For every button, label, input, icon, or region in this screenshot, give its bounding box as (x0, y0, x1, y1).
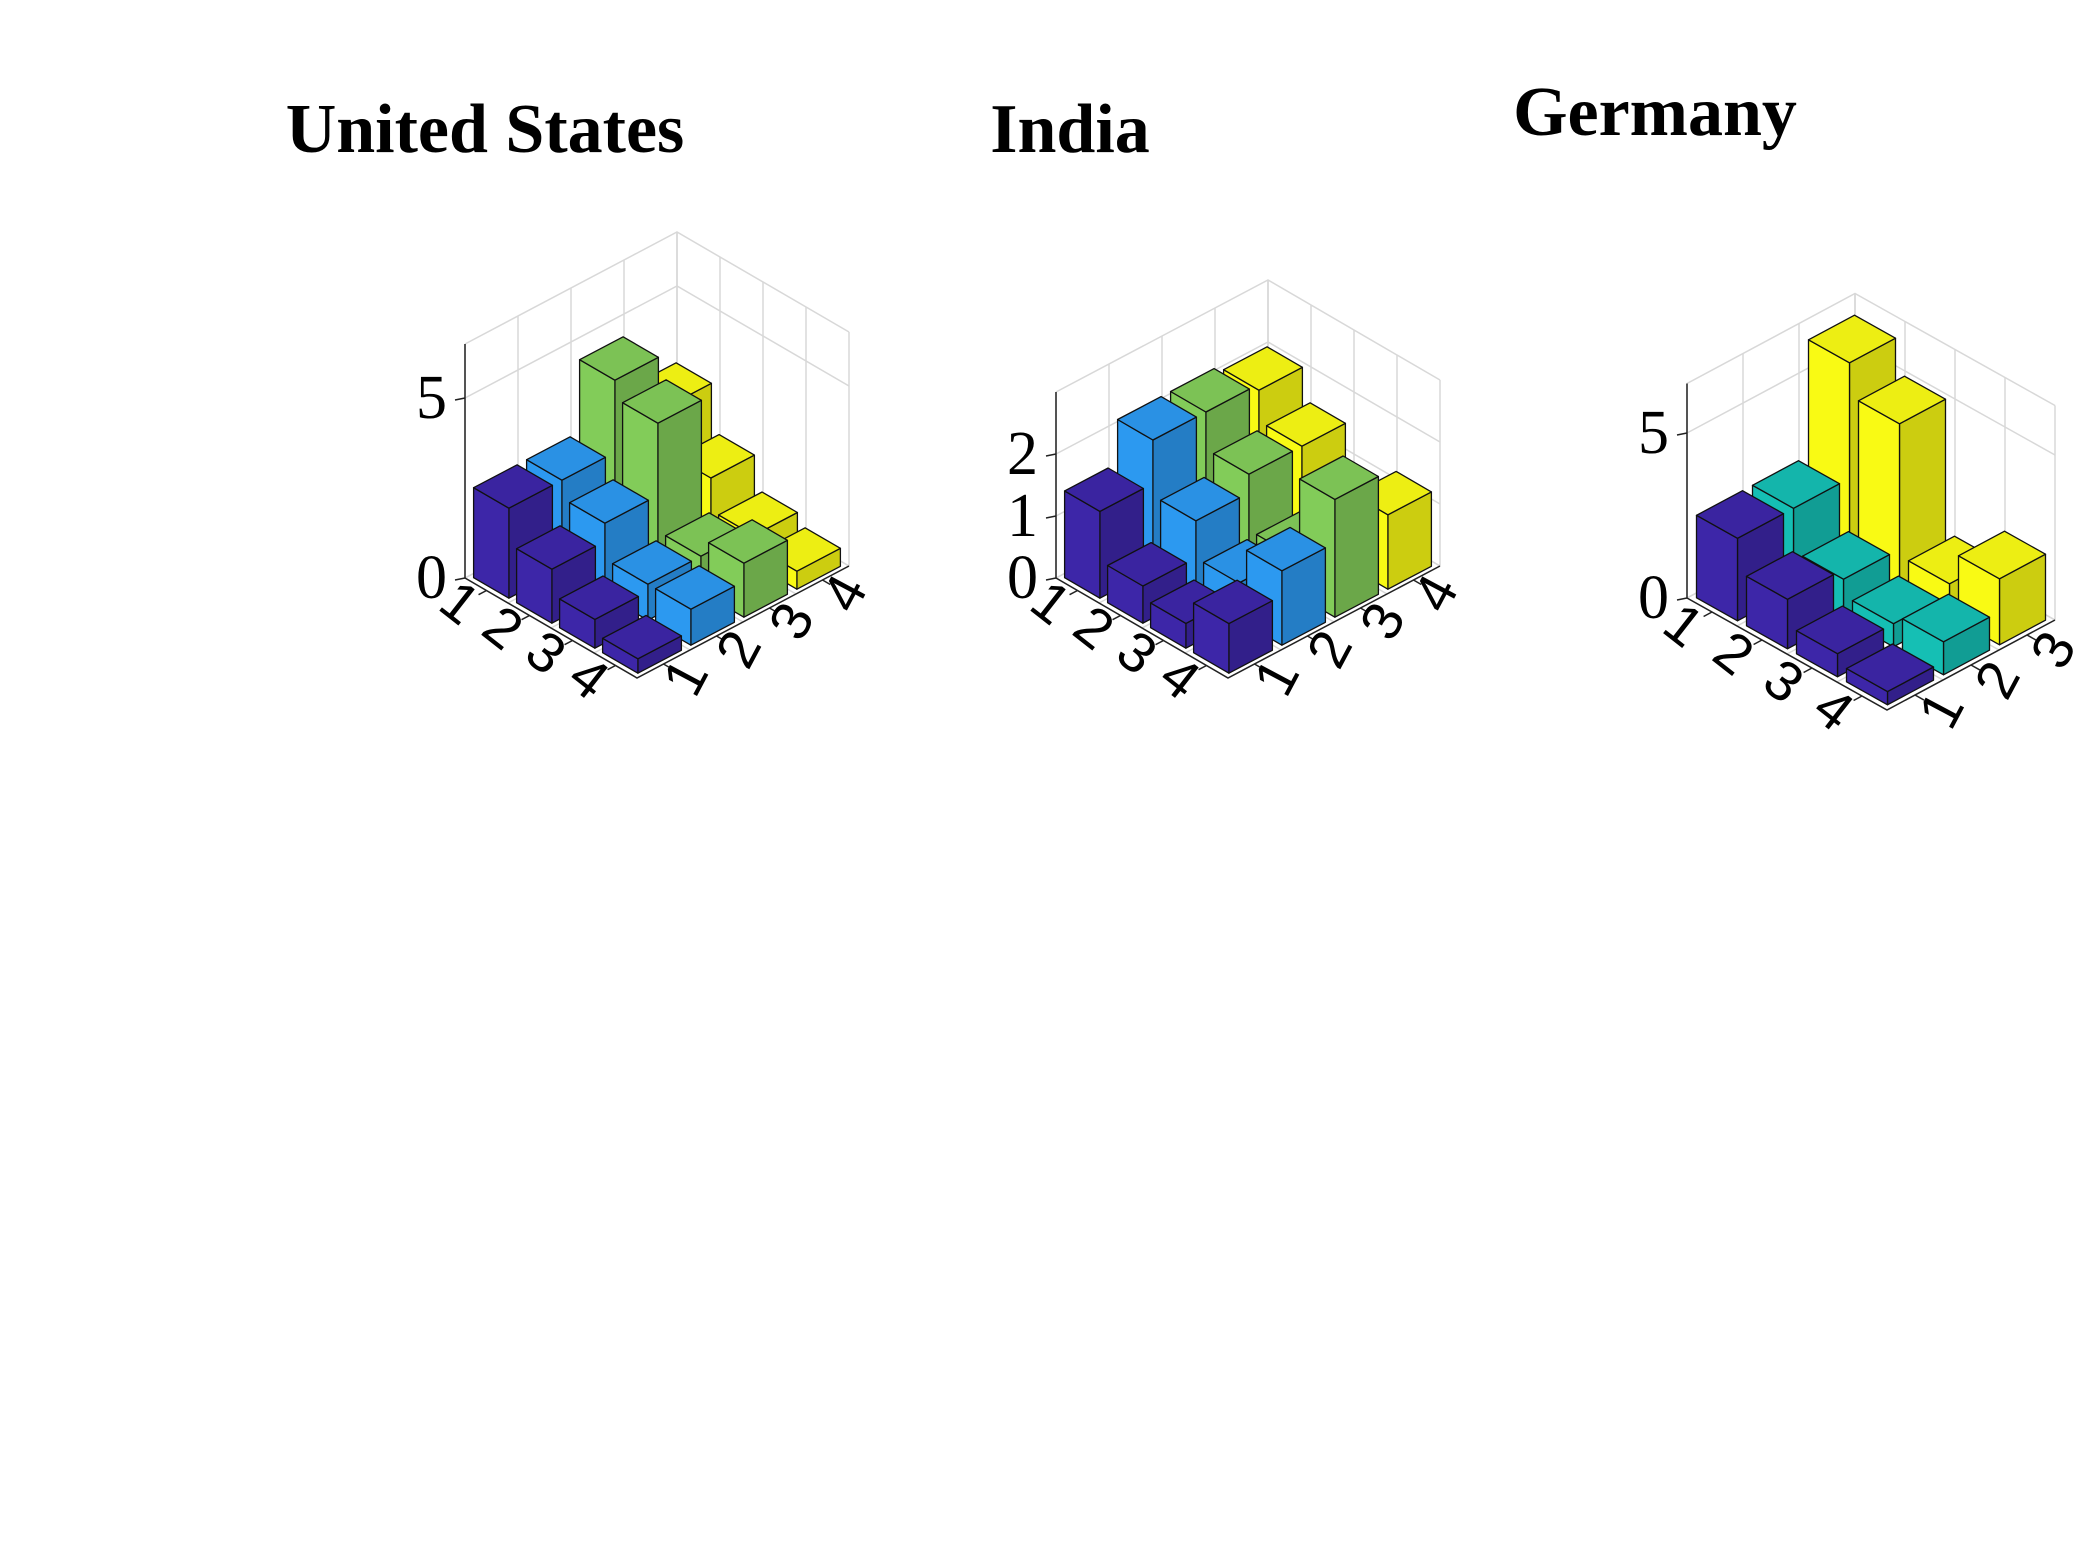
z-tick-label: 5 (1638, 399, 1669, 467)
bars (472, 336, 842, 674)
floor-axes (1686, 597, 2056, 711)
x-tick-label: 3 (756, 592, 826, 649)
x-tick-label: 1 (1241, 648, 1311, 705)
x-tick-label: 1 (1906, 681, 1976, 738)
chart-title: Germany (1513, 74, 1797, 151)
bars (1695, 314, 2047, 706)
floor-axes (464, 565, 850, 679)
bar-x2-y4 (1901, 593, 1991, 676)
z-tick-label: 0 (1638, 564, 1669, 632)
chart-title: India (990, 91, 1150, 168)
bars (1063, 346, 1433, 674)
x-tick-label: 1 (650, 648, 720, 705)
x-tick-label: 2 (1962, 651, 2032, 708)
bar-x3-y2 (1857, 375, 1947, 590)
x-tick-label: 3 (2018, 621, 2083, 678)
x-tick-label: 2 (703, 620, 773, 677)
floor-axes (1055, 565, 1441, 679)
chart-title: United States (286, 91, 685, 168)
x-tick-label: 2 (1294, 620, 1364, 677)
z-tick-label: 1 (1007, 482, 1038, 550)
z-tick-label: 0 (416, 544, 447, 612)
z-tick-label: 5 (416, 364, 447, 432)
x-tick-label: 4 (1400, 564, 1470, 621)
bar-x2-y4 (654, 565, 736, 646)
bar-x1-y4 (601, 614, 683, 674)
z-tick-label: 0 (1007, 544, 1038, 612)
x-tick-label: 4 (809, 564, 879, 621)
z-tick-label: 2 (1007, 420, 1038, 488)
bar-x1-y4 (1845, 643, 1935, 706)
bar-x1-y4 (1192, 579, 1274, 674)
bar-x1-y2 (515, 525, 597, 624)
x-tick-label: 3 (1347, 592, 1417, 649)
